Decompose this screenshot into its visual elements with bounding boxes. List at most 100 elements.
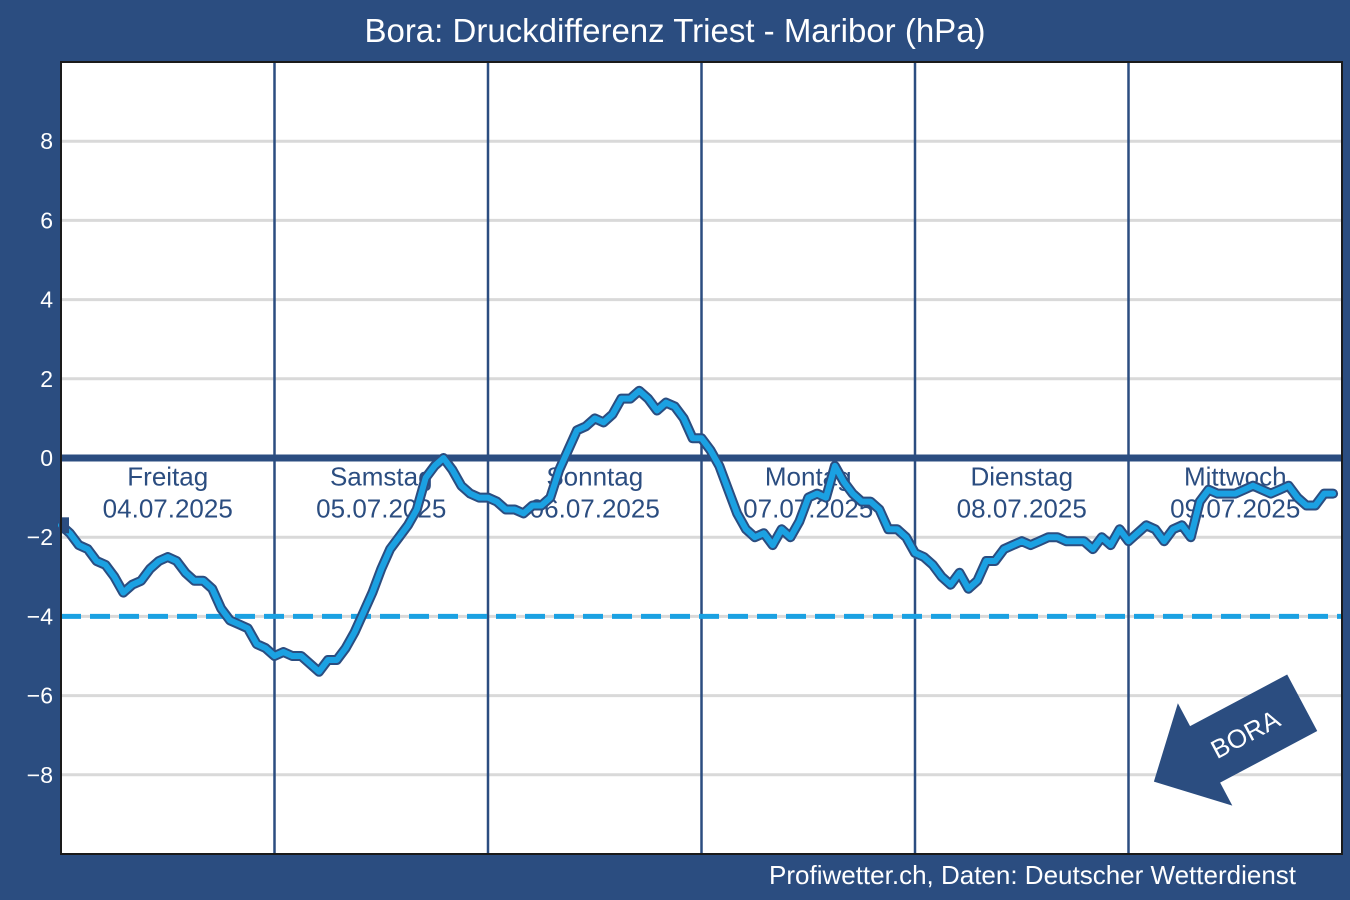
- data-point: [1101, 536, 1103, 538]
- data-point: [718, 465, 721, 467]
- data-point: [1261, 488, 1263, 491]
- data-point: [656, 409, 658, 412]
- day-name-label: Dienstag: [970, 462, 1073, 492]
- data-point: [531, 504, 534, 507]
- data-point: [674, 405, 676, 408]
- data-point: [1109, 544, 1112, 546]
- data-point: [1323, 492, 1326, 495]
- data-point: [1296, 496, 1299, 499]
- data-point: [238, 623, 240, 626]
- data-point: [202, 579, 205, 582]
- day-name-label: Mittwoch: [1184, 462, 1287, 492]
- data-point: [878, 508, 881, 511]
- data-point: [754, 536, 756, 538]
- data-point: [540, 504, 543, 507]
- data-point: [1270, 492, 1272, 495]
- data-point: [691, 437, 694, 440]
- data-point: [905, 536, 907, 538]
- data-point: [771, 544, 774, 546]
- data-point: [638, 389, 641, 392]
- data-point: [442, 457, 445, 459]
- data-point: [282, 651, 285, 653]
- data-point: [451, 469, 454, 471]
- data-point: [255, 643, 258, 645]
- data-point: [166, 556, 169, 558]
- data-point: [211, 587, 214, 590]
- y-tick-label: 0: [40, 445, 53, 471]
- data-point: [264, 647, 267, 649]
- data-point: [522, 512, 525, 515]
- data-point: [247, 627, 249, 630]
- data-point: [593, 417, 596, 420]
- data-point: [300, 655, 302, 657]
- data-point: [496, 500, 498, 503]
- data-point: [931, 564, 934, 566]
- data-point: [629, 397, 632, 400]
- y-tick-label: −8: [27, 762, 53, 788]
- data-point: [1332, 492, 1334, 495]
- data-point: [424, 477, 427, 479]
- data-point: [709, 449, 712, 451]
- data-point: [602, 421, 605, 424]
- data-point: [327, 659, 329, 661]
- data-point: [1074, 540, 1076, 542]
- data-point: [923, 556, 925, 558]
- data-point: [860, 500, 863, 503]
- data-point: [504, 508, 507, 511]
- data-point: [682, 417, 685, 420]
- data-point: [229, 619, 231, 622]
- data-point: [647, 397, 649, 400]
- data-point: [1083, 540, 1085, 542]
- data-point: [1003, 548, 1005, 550]
- data-point: [567, 449, 569, 451]
- data-point: [478, 496, 480, 499]
- data-point: [558, 469, 560, 471]
- data-point: [460, 484, 463, 487]
- data-point: [131, 583, 133, 586]
- data-point: [309, 663, 311, 665]
- data-point: [1163, 540, 1165, 542]
- data-point: [362, 611, 365, 614]
- day-name-label: Samstag: [330, 462, 433, 492]
- data-point: [727, 488, 729, 491]
- data-point: [1154, 528, 1156, 531]
- data-point: [77, 544, 80, 546]
- data-point: [611, 413, 614, 416]
- data-point: [140, 579, 142, 582]
- data-point: [1038, 540, 1041, 542]
- data-point: [745, 528, 747, 531]
- data-point: [344, 647, 347, 649]
- data-point: [69, 532, 71, 535]
- data-point: [896, 528, 899, 531]
- data-point: [949, 583, 952, 586]
- data-point: [1020, 540, 1023, 542]
- data-point: [825, 496, 827, 499]
- arrow-icon: [1153, 674, 1318, 806]
- data-point: [985, 560, 987, 562]
- data-point: [175, 560, 178, 562]
- pressure-series: [56, 385, 1339, 677]
- data-point: [1065, 540, 1068, 542]
- data-point: [122, 591, 125, 594]
- data-point: [780, 528, 783, 531]
- data-point: [549, 496, 552, 499]
- data-point: [1172, 528, 1174, 531]
- data-point: [1181, 524, 1183, 527]
- data-point: [389, 548, 391, 550]
- data-point: [1056, 536, 1059, 538]
- data-point: [158, 560, 160, 562]
- data-point: [958, 572, 961, 574]
- data-point: [843, 480, 845, 483]
- data-point: [736, 512, 738, 515]
- data-point: [1252, 484, 1254, 487]
- y-tick-label: 4: [40, 287, 53, 313]
- data-point: [1216, 492, 1219, 495]
- data-point: [1234, 492, 1237, 495]
- data-point: [469, 492, 472, 495]
- data-point: [1118, 528, 1121, 531]
- data-point: [816, 492, 818, 495]
- data-point: [318, 671, 320, 673]
- data-point: [220, 607, 222, 610]
- data-point: [86, 548, 89, 550]
